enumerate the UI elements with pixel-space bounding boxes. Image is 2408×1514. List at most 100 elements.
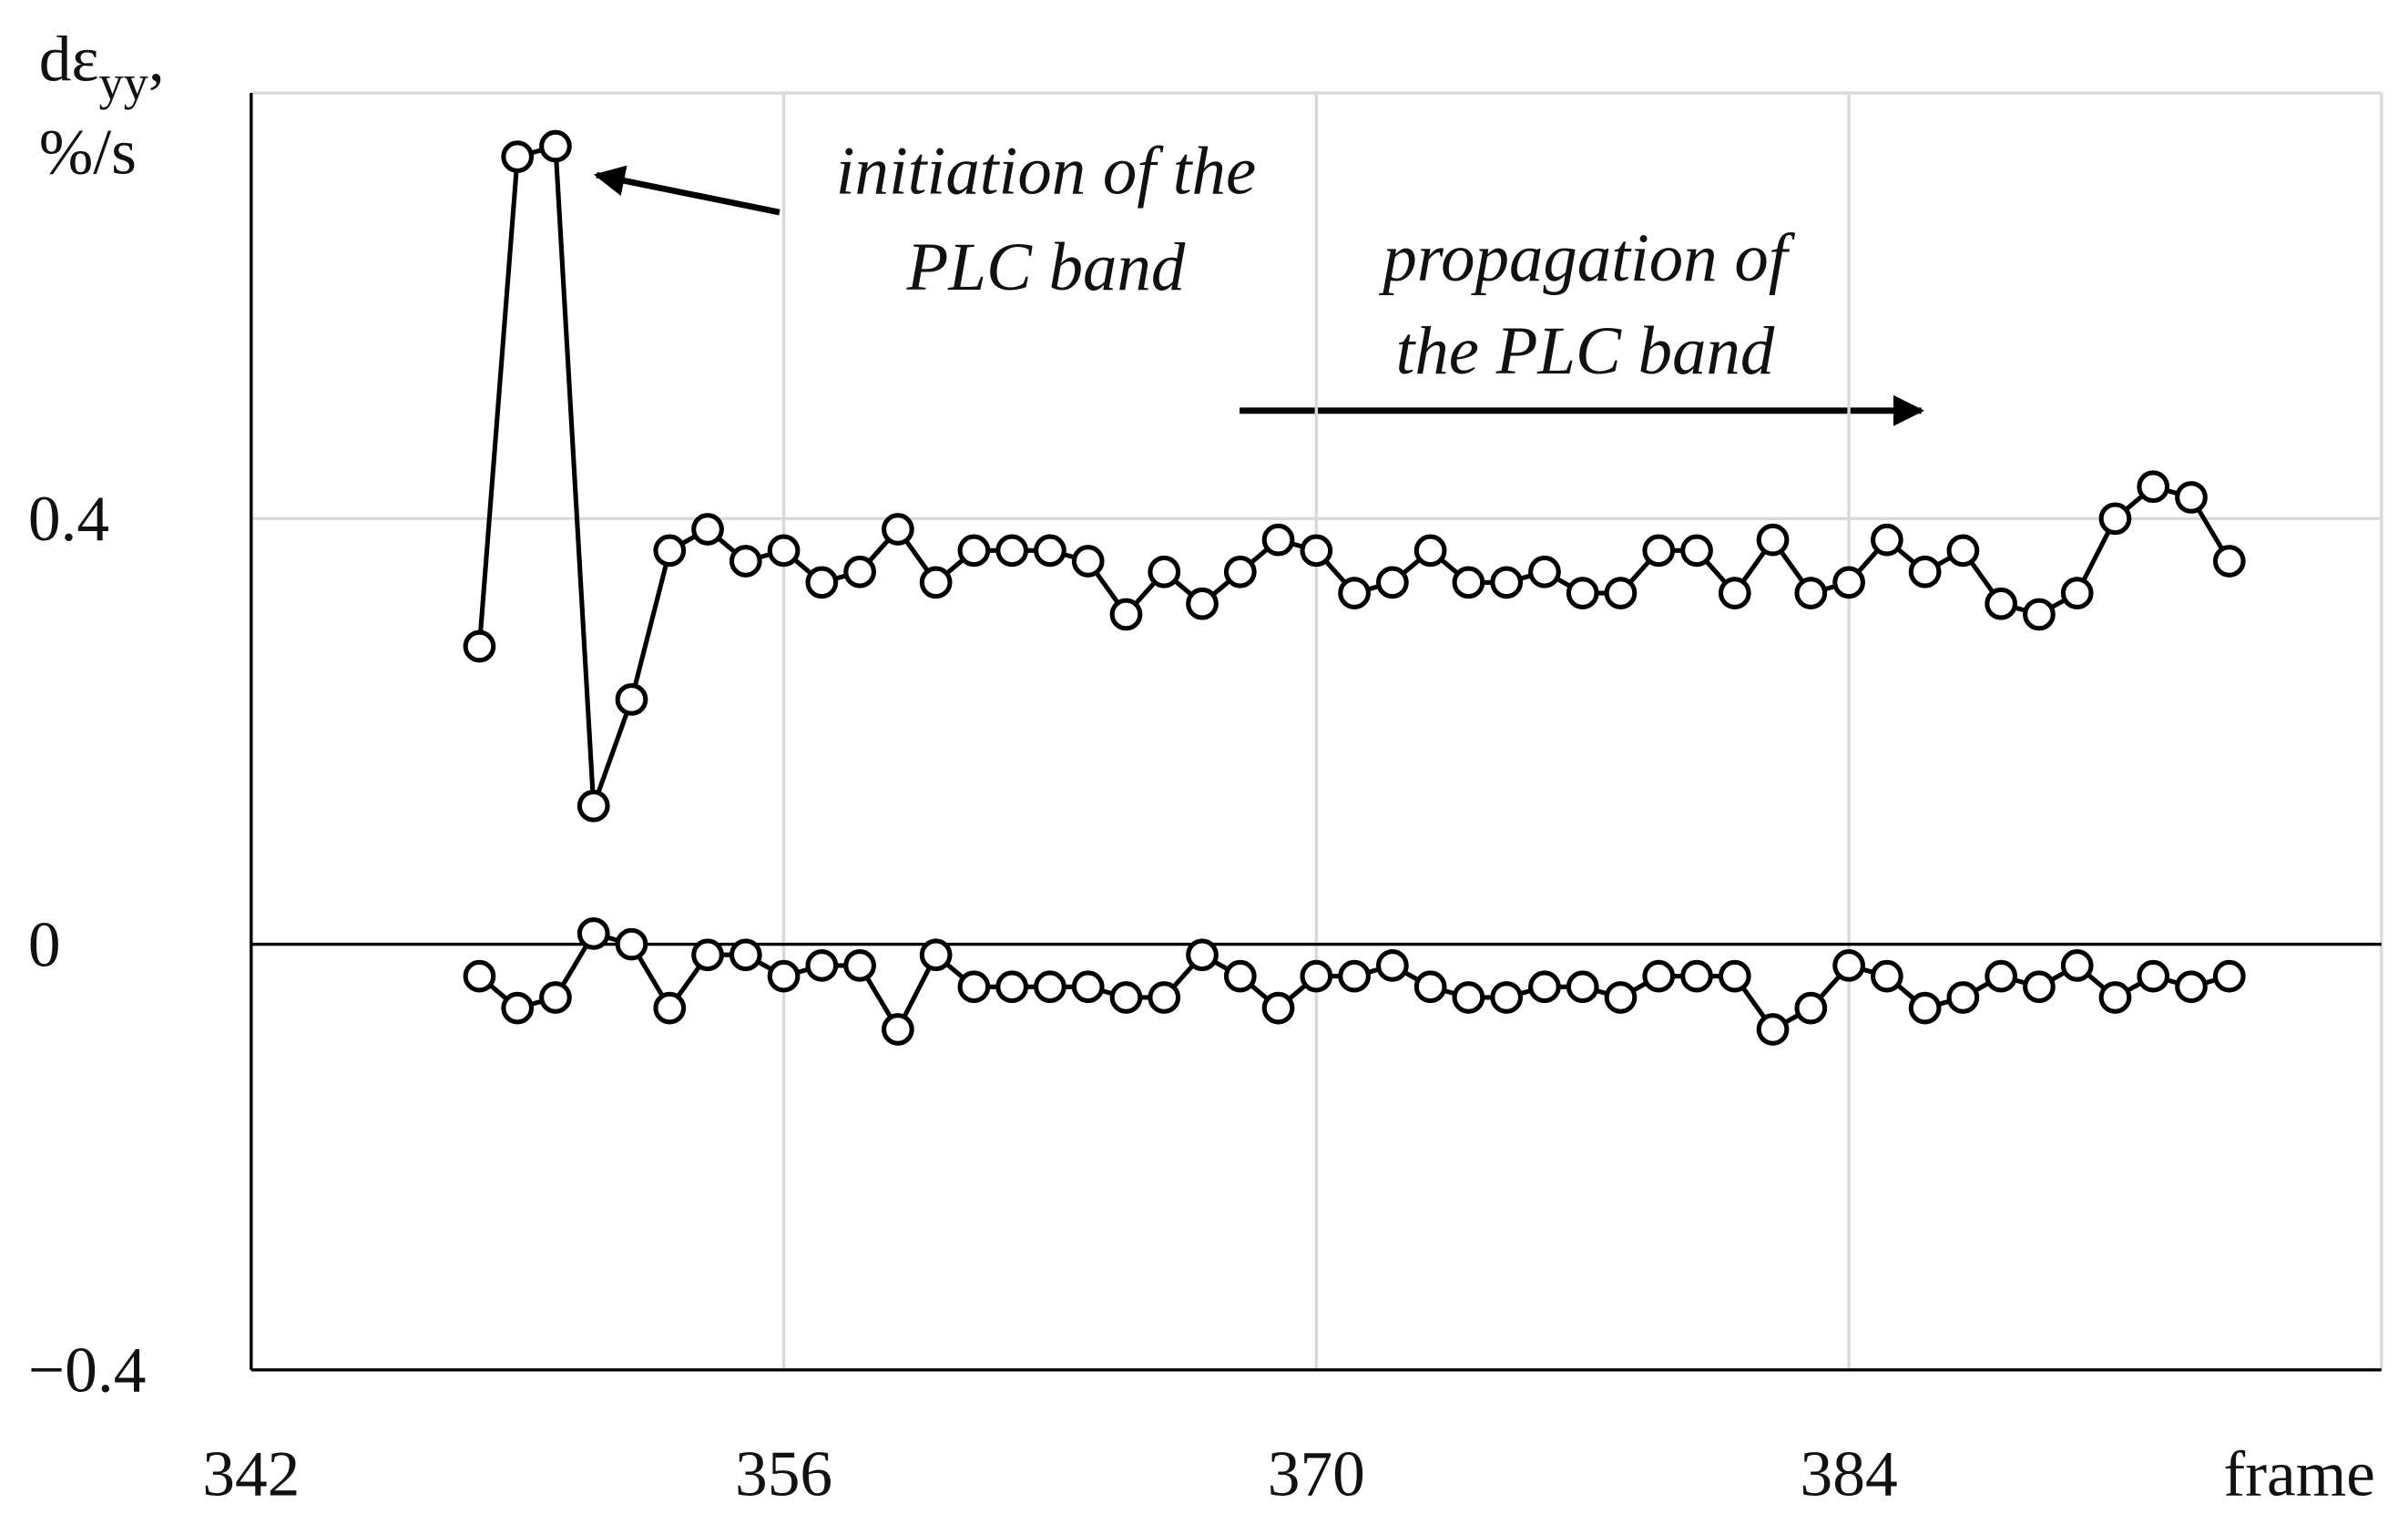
data-point: [1908, 555, 1942, 588]
data-point: [1148, 555, 1181, 588]
data-point: [1604, 577, 1638, 609]
data-point: [539, 981, 572, 1014]
data-point: [1794, 577, 1828, 609]
data-point: [843, 555, 876, 588]
data-point: [2175, 970, 2208, 1004]
data-point: [2060, 949, 2094, 982]
annotation: the PLC band: [1396, 313, 1775, 389]
data-point: [2175, 481, 2208, 514]
data-point: [1756, 1013, 1790, 1046]
y-tick-label: 0.4: [28, 483, 109, 555]
data-point: [1261, 991, 1295, 1025]
data-point: [1604, 981, 1638, 1014]
data-point: [2023, 598, 2056, 631]
data-point: [1071, 970, 1105, 1004]
data-point: [1413, 970, 1447, 1004]
y-tick-label: −0.4: [28, 1335, 147, 1407]
data-point: [1109, 981, 1143, 1014]
data-point: [882, 1013, 914, 1046]
data-point: [1985, 959, 2018, 993]
data-point: [1338, 959, 1371, 993]
data-point: [1756, 523, 1790, 557]
data-point: [615, 927, 648, 961]
data-point: [729, 545, 762, 578]
data-point: [1490, 566, 1524, 599]
data-point: [576, 917, 610, 950]
data-point: [1680, 534, 1713, 568]
data-point: [767, 534, 801, 568]
data-point: [1985, 587, 2018, 620]
data-point: [1034, 534, 1066, 568]
data-point: [1718, 959, 1751, 993]
y-axis-unit: %/s: [39, 117, 137, 189]
x-tick-label: 342: [202, 1438, 300, 1510]
data-point: [2098, 981, 2132, 1014]
data-point: [691, 513, 724, 546]
annotation-arrow: [593, 165, 781, 216]
data-point: [1413, 534, 1447, 568]
data-point: [843, 949, 876, 982]
data-point: [957, 970, 991, 1004]
data-point: [995, 534, 1029, 568]
data-point: [1946, 534, 1980, 568]
data-point: [1794, 991, 1828, 1025]
data-point: [1528, 970, 1561, 1004]
annotation: initiation of the: [836, 134, 1256, 210]
data-point: [2023, 970, 2056, 1004]
annotation: PLC band: [906, 230, 1186, 305]
data-point: [1566, 577, 1599, 609]
data-point: [2137, 959, 2170, 993]
data-point: [1642, 534, 1676, 568]
x-tick-label: 370: [1268, 1438, 1365, 1510]
data-point: [691, 938, 724, 972]
data-point: [463, 959, 496, 993]
data-point: [2098, 502, 2132, 536]
data-point: [805, 949, 839, 982]
data-point: [1261, 523, 1295, 557]
data-point: [1223, 555, 1257, 588]
data-point: [1186, 587, 1219, 620]
data-point: [882, 513, 914, 546]
y-axis-label: dεyy,: [39, 23, 165, 109]
data-point: [539, 129, 572, 163]
data-point: [1300, 534, 1333, 568]
data-point: [1223, 959, 1257, 993]
annotation: propagation of: [1378, 220, 1795, 296]
data-point: [1871, 959, 1903, 993]
data-point: [1109, 598, 1143, 631]
data-point: [653, 991, 687, 1025]
data-point: [1376, 566, 1409, 599]
data-point: [919, 566, 953, 599]
data-point: [501, 991, 535, 1025]
data-point: [2212, 545, 2246, 578]
data-point: [1490, 981, 1524, 1014]
data-point: [1871, 523, 1903, 557]
data-point: [995, 970, 1029, 1004]
x-tick-label: 356: [735, 1438, 832, 1510]
data-point: [1300, 959, 1333, 993]
data-point: [805, 566, 839, 599]
data-point: [501, 140, 535, 174]
y-tick-label: 0: [28, 908, 61, 980]
data-point: [1034, 970, 1066, 1004]
data-point: [1946, 981, 1980, 1014]
data-point: [957, 534, 991, 568]
x-tick-label: 384: [1801, 1438, 1898, 1510]
data-point: [919, 938, 953, 972]
data-point: [1832, 566, 1865, 599]
data-point: [1148, 981, 1181, 1014]
series-line: [476, 143, 2231, 807]
data-point: [463, 629, 496, 663]
data-point: [767, 959, 801, 993]
data-point: [1186, 938, 1219, 972]
data-point: [615, 683, 648, 716]
y-label-main: dε: [39, 23, 99, 95]
y-label-suffix: ,: [148, 23, 165, 95]
data-point: [1566, 970, 1599, 1004]
y-label-subscript: yy: [98, 55, 148, 110]
data-point: [1071, 545, 1105, 578]
data-point: [2212, 959, 2246, 993]
data-point: [576, 789, 610, 823]
data-point: [1528, 555, 1561, 588]
